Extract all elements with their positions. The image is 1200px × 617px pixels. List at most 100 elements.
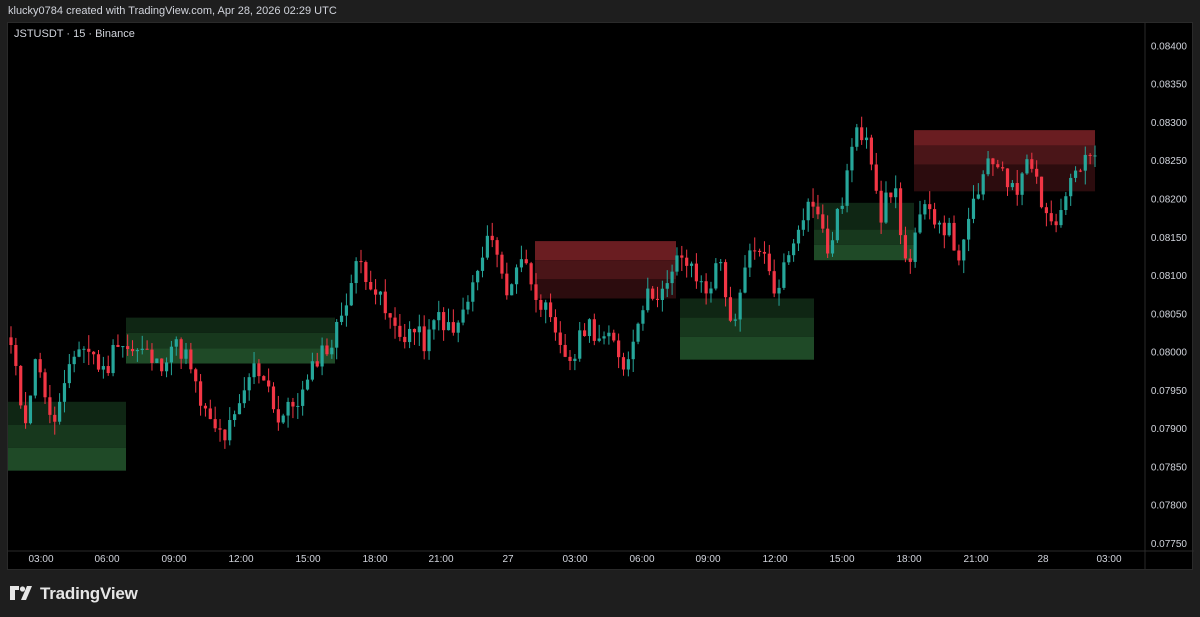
candle-body: [335, 321, 339, 348]
candle: [305, 374, 310, 391]
candle: [130, 340, 135, 356]
candle: [1025, 154, 1029, 175]
candle-body: [976, 194, 980, 199]
candle-body: [466, 301, 470, 310]
candle-body: [514, 267, 519, 285]
candle: [670, 264, 674, 295]
candle-body: [753, 250, 757, 252]
candle: [835, 207, 839, 243]
time-tick-label: 09:00: [161, 554, 186, 565]
candle: [563, 333, 567, 358]
price-tick-label: 0.07900: [1151, 424, 1188, 435]
candle: [830, 231, 835, 257]
candle: [874, 152, 878, 194]
candle-body: [631, 341, 635, 360]
candle-body: [437, 312, 441, 321]
candle: [1035, 160, 1039, 184]
candle-body: [855, 127, 859, 147]
candle-body: [840, 205, 844, 209]
price-tick-label: 0.07800: [1151, 501, 1188, 512]
candle: [228, 407, 232, 446]
candle: [908, 249, 912, 274]
candle-body: [626, 359, 630, 370]
demand-zone-band: [126, 348, 335, 364]
price-tick-label: 0.08150: [1151, 233, 1188, 244]
candle-body: [816, 206, 820, 215]
candle-body: [792, 243, 796, 256]
candle-body: [544, 302, 548, 310]
candle: [330, 339, 334, 359]
candle: [913, 227, 917, 268]
candle: [271, 382, 276, 413]
candle: [801, 208, 805, 236]
candle: [903, 226, 908, 263]
candle-body: [325, 345, 329, 355]
symbol-label[interactable]: JSTUSDT · 15 · Binance: [14, 28, 135, 40]
candle: [723, 259, 728, 307]
candle: [519, 245, 524, 273]
candle: [582, 323, 587, 337]
candle: [505, 262, 509, 300]
candle: [869, 134, 873, 171]
candle-body: [451, 322, 455, 333]
candle-body: [801, 220, 805, 230]
candle: [87, 335, 91, 366]
time-tick-label: 18:00: [362, 554, 387, 565]
time-tick-label: 12:00: [228, 554, 253, 565]
candle-body: [369, 281, 373, 290]
candle: [855, 123, 859, 151]
candle-body: [665, 283, 669, 289]
candle-body: [476, 270, 480, 283]
candle-body: [908, 258, 912, 262]
candle: [753, 237, 757, 260]
candle: [403, 323, 407, 349]
candle-body: [92, 351, 96, 355]
candle-body: [548, 302, 553, 318]
candle: [344, 293, 349, 327]
candle-body: [179, 339, 183, 359]
candle-body: [874, 164, 878, 191]
candle: [1039, 176, 1044, 209]
candle-body: [267, 380, 271, 387]
candle-body: [796, 229, 801, 244]
candle: [826, 215, 830, 258]
candle: [1020, 171, 1024, 206]
candle: [208, 399, 212, 420]
candle: [981, 170, 985, 201]
demand-zone-band: [680, 336, 814, 360]
candle-body: [675, 255, 679, 272]
chart-pane[interactable]: 0.08400 0.08350 0.08300 0.08250 0.08200 0.081…: [7, 22, 1194, 571]
candle-body: [310, 361, 314, 380]
candle: [631, 329, 635, 372]
candle-body: [427, 329, 431, 352]
candle: [48, 384, 52, 424]
candle-body: [864, 137, 869, 141]
candle: [471, 275, 475, 312]
candle: [568, 350, 572, 371]
candle: [490, 222, 494, 248]
candle-body: [728, 297, 733, 321]
candle-body: [743, 267, 747, 293]
candle-body: [296, 405, 300, 407]
candle: [514, 264, 519, 294]
candle: [53, 406, 57, 435]
candle-body: [1083, 154, 1087, 171]
candle: [58, 393, 62, 425]
candle-body: [981, 174, 985, 195]
price-chart[interactable]: 0.08400 0.08350 0.08300 0.08250 0.08200 0.081…: [8, 23, 1194, 571]
candle: [101, 356, 105, 379]
candle-body: [1078, 170, 1083, 172]
candle-body: [58, 401, 62, 422]
candle: [894, 175, 898, 209]
candle: [169, 340, 174, 376]
candle-body: [417, 326, 421, 333]
time-tick-label: 28: [1037, 554, 1049, 565]
candle: [529, 261, 533, 291]
candle-body: [305, 379, 310, 390]
tradingview-logo[interactable]: TradingView: [10, 584, 138, 604]
candle: [247, 373, 251, 401]
candle: [699, 275, 703, 293]
candle: [378, 290, 383, 306]
candle-body: [937, 222, 942, 225]
candle: [267, 368, 271, 393]
